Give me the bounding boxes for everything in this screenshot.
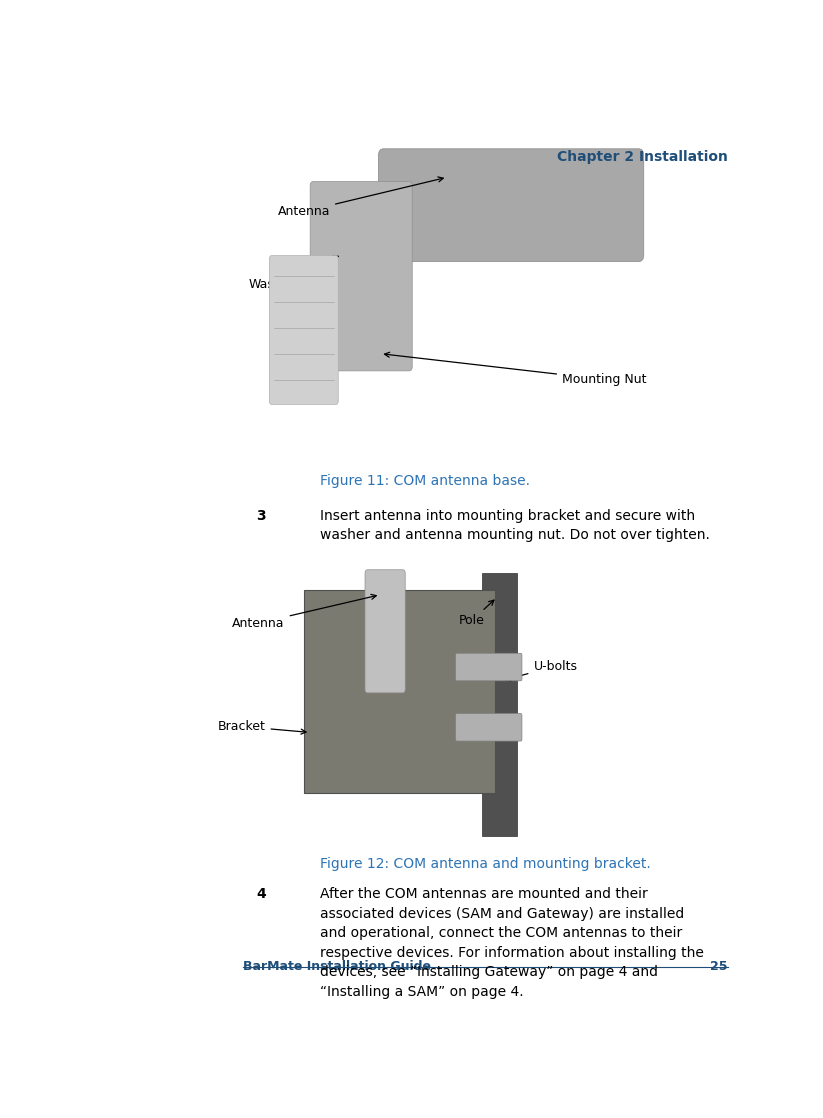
Text: Antenna: Antenna	[232, 595, 376, 629]
Text: Insert antenna into mounting bracket and secure with
washer and antenna mounting: Insert antenna into mounting bracket and…	[319, 509, 709, 542]
Text: Figure 12: COM antenna and mounting bracket.: Figure 12: COM antenna and mounting brac…	[319, 858, 650, 871]
Text: BarMate Installation Guide: BarMate Installation Guide	[244, 960, 431, 974]
FancyBboxPatch shape	[269, 256, 338, 405]
Text: Figure 11: COM antenna base.: Figure 11: COM antenna base.	[319, 474, 530, 489]
FancyBboxPatch shape	[456, 653, 522, 681]
Text: Mounting Nut: Mounting Nut	[384, 352, 647, 386]
Text: Washer: Washer	[249, 256, 338, 292]
Text: Antenna: Antenna	[277, 177, 444, 218]
Text: 25: 25	[710, 960, 728, 974]
Bar	[482, 574, 518, 836]
Text: U-bolts: U-bolts	[505, 660, 578, 681]
Text: Bracket: Bracket	[217, 720, 306, 735]
FancyBboxPatch shape	[379, 149, 644, 262]
Text: After the COM antennas are mounted and their
associated devices (SAM and Gateway: After the COM antennas are mounted and t…	[319, 888, 704, 998]
FancyBboxPatch shape	[456, 713, 522, 741]
Text: 3: 3	[256, 509, 266, 522]
Text: Chapter 2 Installation: Chapter 2 Installation	[557, 150, 728, 163]
FancyBboxPatch shape	[365, 570, 405, 693]
FancyBboxPatch shape	[304, 590, 495, 793]
FancyBboxPatch shape	[310, 181, 412, 371]
Text: Pole: Pole	[458, 600, 494, 627]
Text: 4: 4	[256, 888, 266, 901]
